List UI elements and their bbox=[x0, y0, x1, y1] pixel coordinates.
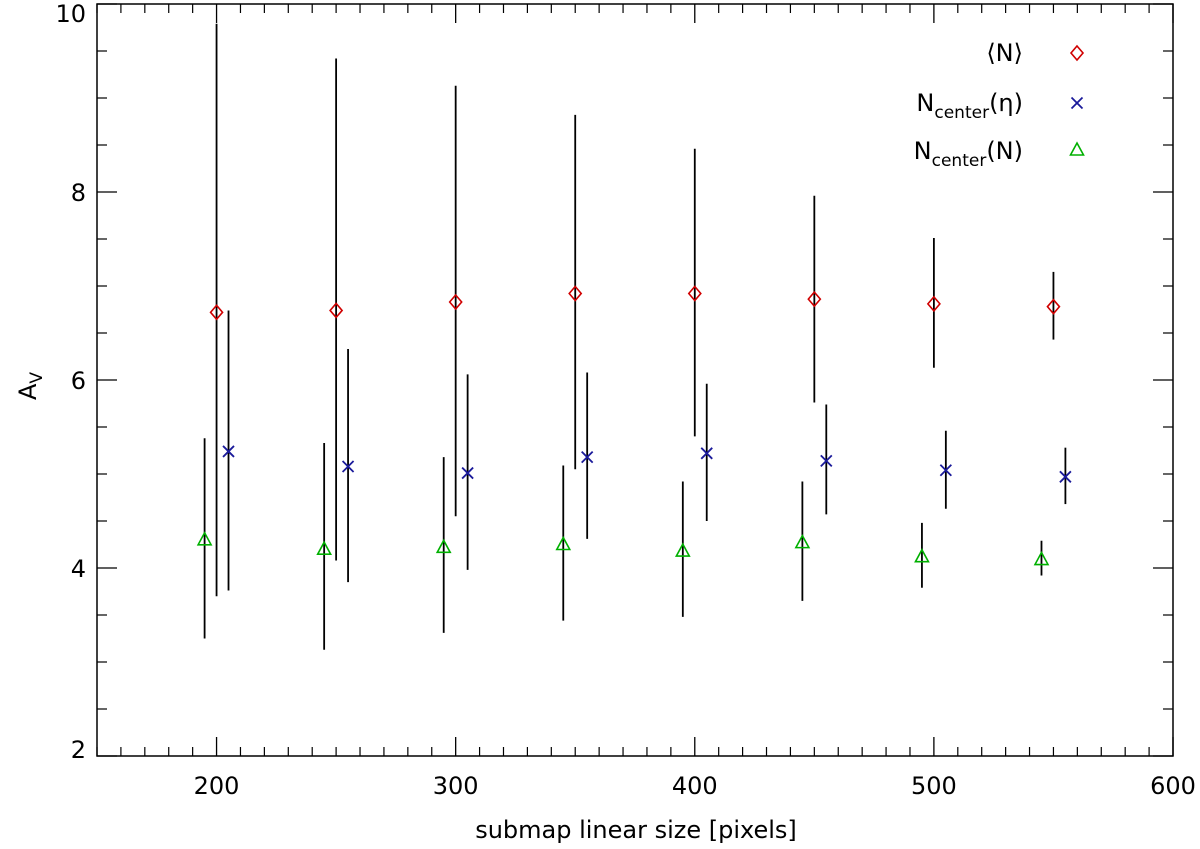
data-point-diamond bbox=[687, 285, 702, 302]
legend-label-main: N bbox=[916, 89, 934, 117]
data-point-x bbox=[939, 464, 952, 477]
marker-stroke bbox=[341, 460, 355, 473]
data-point-triangle bbox=[196, 531, 213, 546]
data-point-diamond bbox=[807, 290, 822, 308]
legend-label-main: N bbox=[914, 137, 932, 165]
data-point-x bbox=[700, 447, 713, 460]
legend: ⟨N⟩Ncenter(η)Ncenter(N) bbox=[914, 39, 1085, 171]
y-tick-label: 8 bbox=[71, 179, 86, 207]
legend-label-tail: (N) bbox=[986, 137, 1023, 165]
data-point-diamond bbox=[1046, 298, 1061, 315]
y-axis-label: AV bbox=[14, 372, 47, 400]
data-point-diamond bbox=[448, 293, 463, 311]
marker-stroke bbox=[820, 454, 833, 467]
y-axis-label-main: A bbox=[14, 383, 42, 400]
marker-stroke bbox=[581, 450, 594, 464]
marker-stroke bbox=[1070, 96, 1084, 110]
x-tick-label: 500 bbox=[911, 772, 957, 800]
data-point-x bbox=[461, 466, 474, 480]
legend-label-diamond: ⟨N⟩ bbox=[986, 39, 1023, 67]
legend-label-sub: center bbox=[934, 103, 989, 123]
data-point-triangle bbox=[674, 542, 691, 557]
minor-ticks bbox=[96, 4, 1173, 756]
data-point-triangle bbox=[316, 540, 332, 556]
marker-stroke bbox=[1059, 470, 1072, 483]
data-point-x bbox=[1059, 470, 1072, 483]
marker-stroke bbox=[461, 466, 474, 480]
y-axis-label-sub: V bbox=[27, 372, 47, 384]
marker-stroke bbox=[700, 447, 713, 460]
x-tick-label: 200 bbox=[194, 772, 240, 800]
legend-label-main: ⟨N⟩ bbox=[986, 39, 1023, 67]
legend-marker-x bbox=[1070, 96, 1084, 110]
y-tick-label: 6 bbox=[71, 367, 86, 395]
y-tick-label: 4 bbox=[71, 555, 86, 583]
data-point-triangle bbox=[914, 548, 930, 563]
marker-stroke bbox=[222, 445, 235, 458]
data-point-diamond bbox=[209, 304, 224, 321]
data-point-diamond bbox=[568, 285, 583, 302]
data-point-x bbox=[341, 460, 355, 473]
plot-frame bbox=[96, 3, 1174, 757]
legend-label-x: Ncenter(η) bbox=[916, 89, 1023, 123]
x-tick-label: 300 bbox=[433, 772, 479, 800]
major-ticks bbox=[97, 3, 1174, 757]
legend-label-sub: center bbox=[932, 151, 987, 171]
legend-marker-diamond bbox=[1069, 44, 1085, 62]
x-axis-label: submap linear size [pixels] bbox=[475, 816, 797, 844]
tick-labels: 200 300 400 500 600 2 4 6 8 10 bbox=[55, 0, 1195, 800]
x-tick-label: 600 bbox=[1150, 772, 1196, 800]
legend-marker-triangle bbox=[1069, 141, 1085, 156]
data-point-triangle bbox=[794, 533, 811, 549]
data-point-x bbox=[222, 445, 235, 458]
y-tick-label: 2 bbox=[71, 736, 86, 764]
y-tick-label: 10 bbox=[55, 0, 86, 28]
data-point-triangle bbox=[1033, 550, 1050, 566]
data-point-x bbox=[820, 454, 833, 467]
data-point-x bbox=[581, 450, 594, 464]
legend-label-triangle: Ncenter(N) bbox=[914, 137, 1023, 171]
data-point-triangle bbox=[555, 535, 572, 551]
data-markers bbox=[196, 285, 1072, 566]
marker-stroke bbox=[939, 464, 952, 477]
data-point-diamond bbox=[329, 302, 344, 319]
data-point-diamond bbox=[926, 295, 941, 313]
legend-label-tail: (η) bbox=[989, 89, 1023, 117]
data-point-triangle bbox=[435, 538, 452, 554]
x-tick-label: 400 bbox=[672, 772, 718, 800]
